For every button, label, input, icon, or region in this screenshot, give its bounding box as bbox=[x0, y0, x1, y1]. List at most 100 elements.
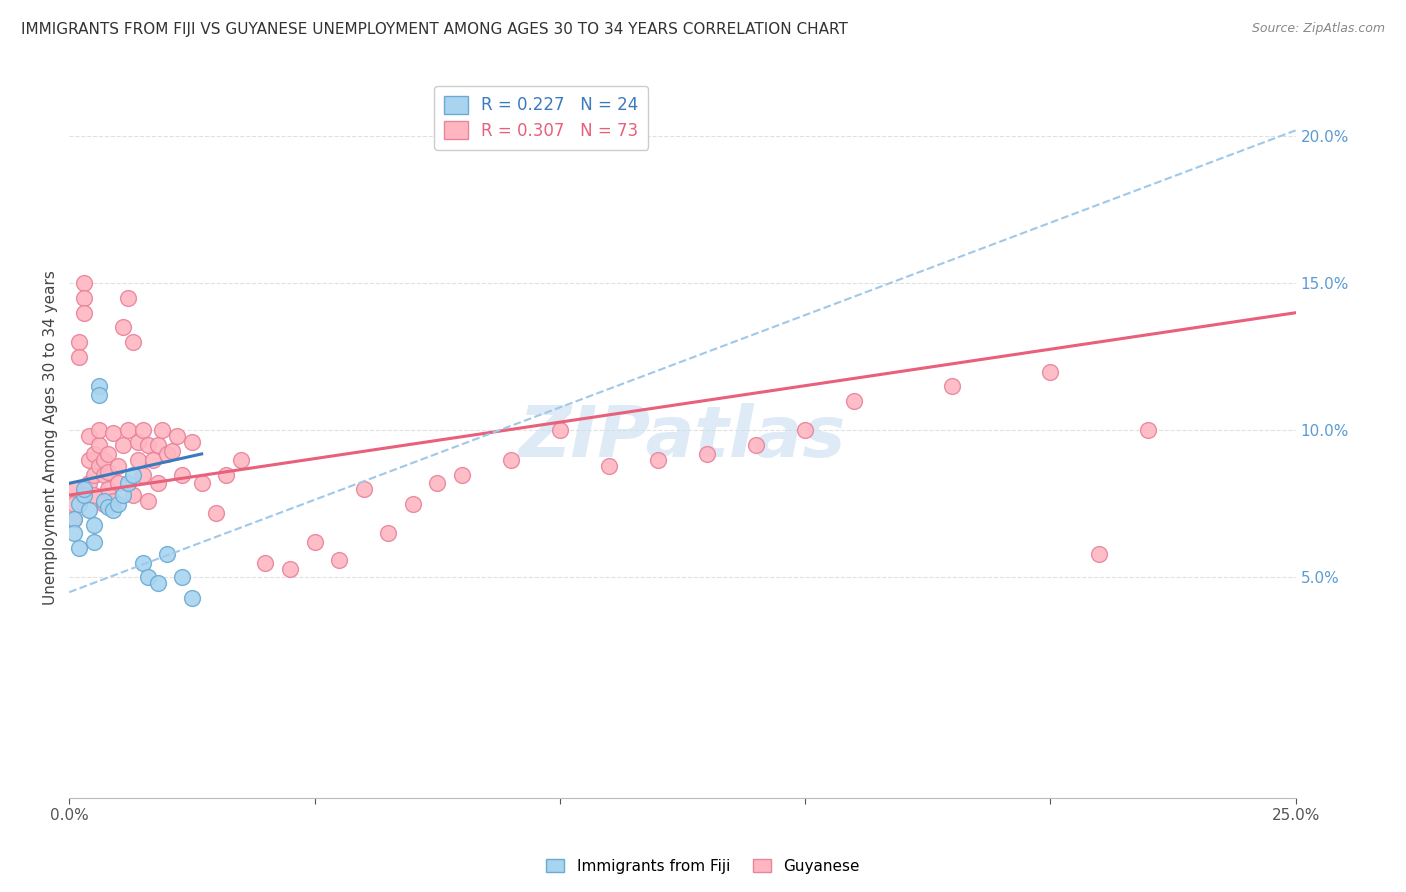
Point bbox=[156, 447, 179, 461]
Point bbox=[598, 458, 620, 473]
Point bbox=[97, 447, 120, 461]
Point bbox=[103, 494, 125, 508]
Point bbox=[87, 424, 110, 438]
Point bbox=[1137, 424, 1160, 438]
Legend: Immigrants from Fiji, Guyanese: Immigrants from Fiji, Guyanese bbox=[540, 853, 866, 880]
Point bbox=[941, 379, 963, 393]
Point bbox=[117, 424, 139, 438]
Point bbox=[97, 482, 120, 496]
Point bbox=[122, 488, 145, 502]
Point bbox=[73, 488, 96, 502]
Point bbox=[142, 452, 165, 467]
Point bbox=[132, 424, 155, 438]
Point bbox=[136, 438, 159, 452]
Point bbox=[696, 447, 718, 461]
Point bbox=[77, 476, 100, 491]
Point bbox=[83, 447, 105, 461]
Point bbox=[87, 458, 110, 473]
Point bbox=[83, 535, 105, 549]
Point bbox=[63, 511, 86, 525]
Point bbox=[63, 497, 86, 511]
Point bbox=[83, 488, 105, 502]
Point bbox=[205, 506, 228, 520]
Point bbox=[170, 467, 193, 482]
Point bbox=[353, 482, 375, 496]
Point bbox=[190, 476, 212, 491]
Point bbox=[97, 500, 120, 514]
Point bbox=[450, 467, 472, 482]
Point bbox=[278, 561, 301, 575]
Point bbox=[499, 452, 522, 467]
Point bbox=[127, 452, 149, 467]
Point bbox=[103, 503, 125, 517]
Point bbox=[304, 535, 326, 549]
Point bbox=[180, 591, 202, 605]
Point bbox=[63, 526, 86, 541]
Point bbox=[136, 494, 159, 508]
Point bbox=[745, 438, 768, 452]
Y-axis label: Unemployment Among Ages 30 to 34 years: Unemployment Among Ages 30 to 34 years bbox=[44, 270, 58, 605]
Point bbox=[166, 429, 188, 443]
Point bbox=[132, 467, 155, 482]
Point bbox=[127, 435, 149, 450]
Point bbox=[93, 467, 115, 482]
Point bbox=[146, 438, 169, 452]
Text: Source: ZipAtlas.com: Source: ZipAtlas.com bbox=[1251, 22, 1385, 36]
Point bbox=[63, 511, 86, 525]
Point bbox=[401, 497, 423, 511]
Point bbox=[647, 452, 669, 467]
Point bbox=[122, 467, 145, 482]
Point bbox=[254, 556, 277, 570]
Point bbox=[794, 424, 817, 438]
Point bbox=[73, 306, 96, 320]
Point bbox=[107, 458, 129, 473]
Point bbox=[426, 476, 449, 491]
Point bbox=[146, 576, 169, 591]
Point bbox=[63, 482, 86, 496]
Point bbox=[170, 570, 193, 584]
Point bbox=[83, 467, 105, 482]
Point bbox=[215, 467, 238, 482]
Point bbox=[103, 426, 125, 441]
Point bbox=[548, 424, 571, 438]
Point bbox=[87, 438, 110, 452]
Point bbox=[180, 435, 202, 450]
Point bbox=[93, 494, 115, 508]
Point bbox=[842, 394, 865, 409]
Point bbox=[67, 497, 90, 511]
Point bbox=[136, 570, 159, 584]
Point bbox=[117, 476, 139, 491]
Point bbox=[67, 541, 90, 555]
Point bbox=[117, 291, 139, 305]
Point bbox=[73, 291, 96, 305]
Point bbox=[73, 277, 96, 291]
Point bbox=[146, 476, 169, 491]
Point bbox=[1039, 365, 1062, 379]
Point bbox=[112, 438, 135, 452]
Point bbox=[77, 503, 100, 517]
Point bbox=[93, 452, 115, 467]
Text: ZIPatlas: ZIPatlas bbox=[519, 403, 846, 472]
Point bbox=[97, 465, 120, 479]
Point bbox=[229, 452, 252, 467]
Point bbox=[77, 452, 100, 467]
Point bbox=[122, 335, 145, 350]
Point bbox=[83, 517, 105, 532]
Text: IMMIGRANTS FROM FIJI VS GUYANESE UNEMPLOYMENT AMONG AGES 30 TO 34 YEARS CORRELAT: IMMIGRANTS FROM FIJI VS GUYANESE UNEMPLO… bbox=[21, 22, 848, 37]
Point bbox=[67, 335, 90, 350]
Point bbox=[107, 497, 129, 511]
Point bbox=[107, 476, 129, 491]
Point bbox=[87, 388, 110, 402]
Point bbox=[112, 488, 135, 502]
Point bbox=[152, 424, 174, 438]
Point bbox=[328, 553, 350, 567]
Point bbox=[93, 497, 115, 511]
Point bbox=[112, 320, 135, 334]
Legend: R = 0.227   N = 24, R = 0.307   N = 73: R = 0.227 N = 24, R = 0.307 N = 73 bbox=[434, 86, 648, 150]
Point bbox=[156, 547, 179, 561]
Point bbox=[162, 444, 184, 458]
Point bbox=[67, 350, 90, 364]
Point bbox=[377, 526, 399, 541]
Point bbox=[73, 482, 96, 496]
Point bbox=[1088, 547, 1111, 561]
